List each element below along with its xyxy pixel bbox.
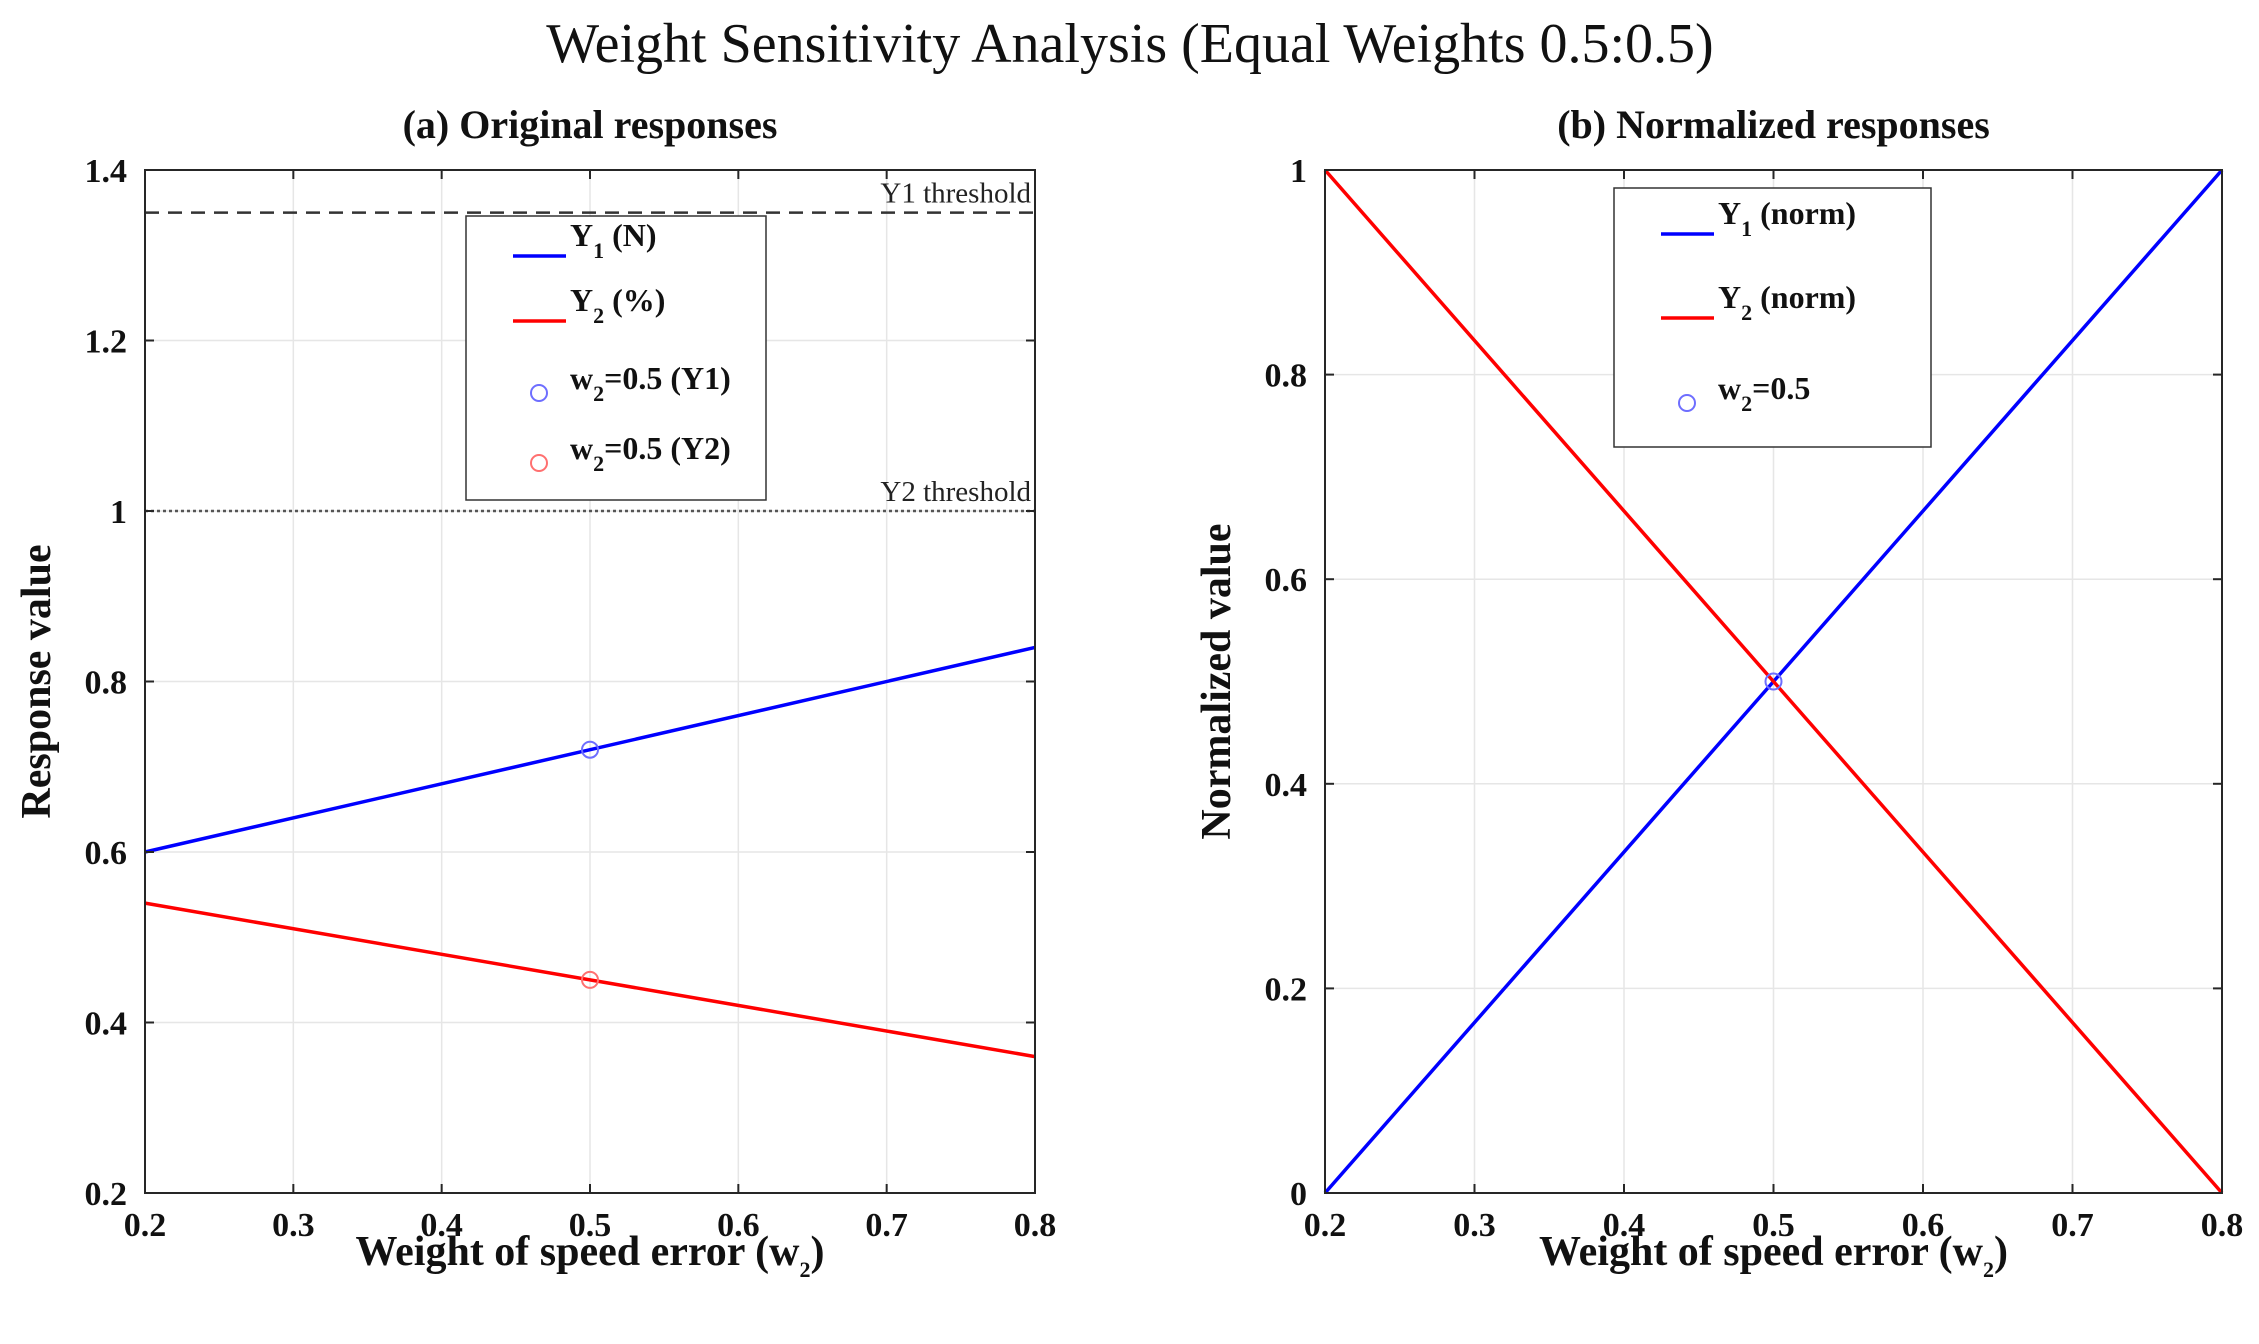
- x-axis-label: Weight of speed error (w2): [1539, 1229, 2008, 1282]
- y-tick-label: 0.8: [1265, 358, 1308, 395]
- x-tick-label: 0.3: [272, 1207, 315, 1244]
- panel-original-responses: (a) Original responses Y1 threshold Y2 thr…: [14, 102, 1056, 1282]
- legend-entry-label: Y2 (%): [570, 282, 665, 328]
- panel-title: (b) Normalized responses: [1557, 102, 1990, 147]
- legend: Y1 (N) Y2 (%) w2=0.5 (Y1) w2=0.5 (Y2): [465, 215, 767, 501]
- data-marker: [581, 740, 599, 759]
- series-line: [144, 645, 1036, 854]
- threshold-label: Y1 threshold: [880, 178, 1031, 210]
- x-tick-label: 0.6: [1902, 1207, 1945, 1244]
- legend-entry-label: Y1 (N): [570, 217, 657, 263]
- x-tick-label: 0.8: [2201, 1207, 2244, 1244]
- y-tick-label: 1.2: [85, 324, 128, 361]
- x-tick-label: 0.5: [569, 1207, 612, 1244]
- y-tick-label: 0.8: [85, 665, 128, 702]
- legend-swatch-marker: [1678, 394, 1696, 412]
- x-tick-label: 0.4: [1603, 1207, 1646, 1244]
- y-tick-label: 1: [1290, 153, 1307, 190]
- x-tick-label: 0.2: [1304, 1207, 1347, 1244]
- panel-title: (a) Original responses: [403, 102, 778, 147]
- x-tick-label: 0.2: [124, 1207, 167, 1244]
- y-tick-label: 1: [110, 494, 127, 531]
- y-tick-label: 1.4: [85, 153, 128, 190]
- y-tick-label: 0: [1290, 1176, 1307, 1213]
- x-tick-label: 0.6: [717, 1207, 760, 1244]
- y-axis-label: Normalized value: [1194, 523, 1240, 839]
- legend-box: [465, 215, 767, 501]
- y-tick-label: 0.6: [1265, 562, 1308, 599]
- legend-entry-label: Y1 (norm): [1718, 195, 1856, 241]
- x-tick-label: 0.7: [865, 1207, 908, 1244]
- figure-title: Weight Sensitivity Analysis (Equal Weigh…: [546, 13, 1713, 75]
- legend-entry-label: w2=0.5 (Y2): [570, 430, 731, 476]
- series-line: [144, 901, 1036, 1059]
- y-tick-label: 0.4: [1265, 767, 1308, 804]
- data-marker: [1764, 672, 1783, 691]
- x-axis-label: Weight of speed error (w2): [355, 1229, 824, 1282]
- legend-swatch-marker: [530, 384, 548, 402]
- y-tick-label: 0.6: [85, 835, 128, 872]
- x-tick-label: 0.3: [1453, 1207, 1496, 1244]
- legend-entry-label: Y2 (norm): [1718, 279, 1856, 325]
- x-tick-label: 0.4: [420, 1207, 463, 1244]
- x-tick-label: 0.7: [2051, 1207, 2094, 1244]
- x-tick-label: 0.5: [1752, 1207, 1795, 1244]
- y-tick-label: 0.2: [85, 1176, 128, 1213]
- x-tick-label: 0.8: [1014, 1207, 1057, 1244]
- threshold-label: Y2 threshold: [880, 476, 1031, 508]
- legend-swatch-marker: [530, 454, 548, 472]
- panel-normalized-responses: (b) Normalized responses 0.2 0.3 0.4 0.5 0.6 0…: [1194, 102, 2243, 1282]
- legend-entry-label: w2=0.5 (Y1): [570, 360, 731, 406]
- y-axis-label: Response value: [14, 544, 60, 818]
- y-tick-label: 0.4: [85, 1006, 128, 1043]
- y-tick-label: 0.2: [1265, 971, 1308, 1008]
- legend: Y1 (norm) Y2 (norm) w2=0.5: [1613, 187, 1932, 448]
- data-marker: [581, 970, 599, 989]
- series-line: [1323, 168, 2224, 1195]
- legend-entry-label: w2=0.5: [1718, 370, 1810, 416]
